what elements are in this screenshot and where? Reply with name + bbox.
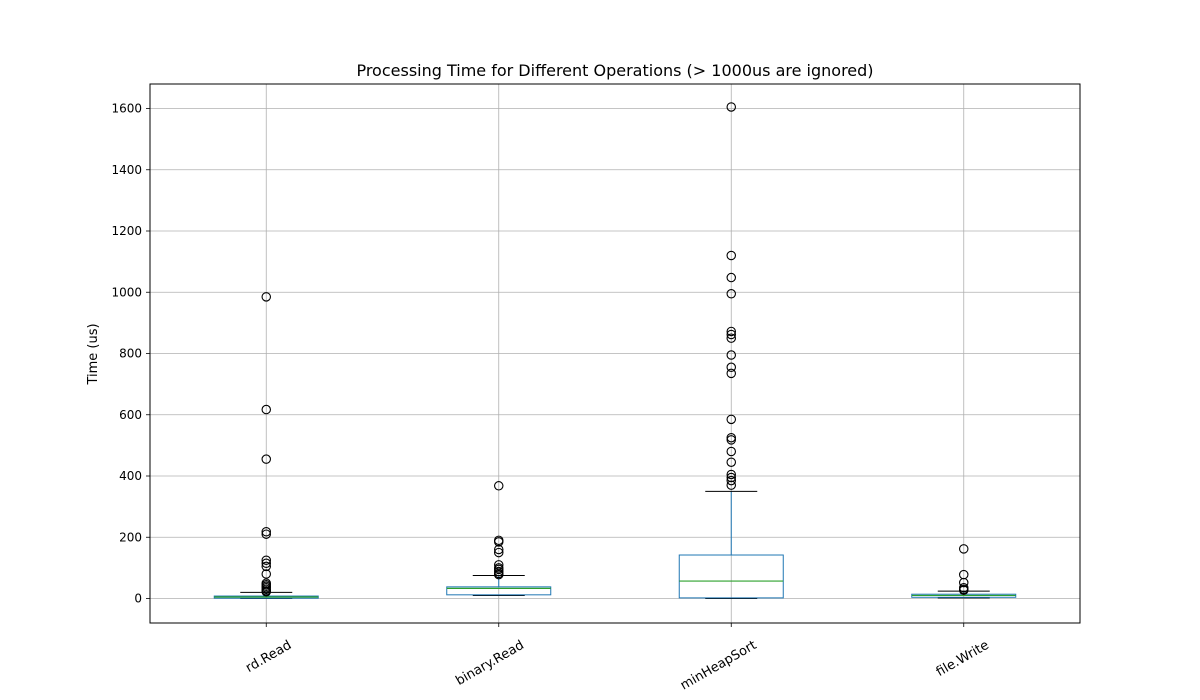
- outlier-point: [958, 544, 969, 554]
- outlier-point: [958, 569, 969, 580]
- y-tick-label: 600: [119, 408, 142, 422]
- outlier-point: [726, 289, 736, 299]
- y-tick-label: 200: [119, 530, 142, 544]
- y-tick-label: 1400: [111, 163, 142, 177]
- outlier-point: [493, 481, 504, 491]
- y-tick-label: 400: [119, 469, 142, 483]
- outlier-point: [261, 404, 271, 415]
- outlier-point: [726, 480, 736, 490]
- outlier-point: [726, 469, 736, 480]
- outlier-point: [726, 414, 736, 425]
- y-tick-label: 1200: [111, 224, 142, 238]
- y-tick-label: 1000: [111, 285, 142, 299]
- grid-lines: [150, 84, 1080, 623]
- box-group: [678, 102, 784, 599]
- outlier-point: [726, 272, 736, 283]
- box-group: [911, 544, 1017, 599]
- outlier-point: [261, 526, 271, 537]
- outlier-point: [261, 578, 271, 588]
- outlier-point: [726, 446, 736, 457]
- outlier-point: [726, 432, 736, 443]
- outlier-point: [261, 529, 271, 539]
- outlier-point: [261, 561, 271, 572]
- outlier-point: [493, 535, 504, 546]
- box-series: [213, 102, 1017, 599]
- outlier-point: [493, 547, 504, 558]
- y-axis-ticks: 0 200 400 600 800 1000 1200 1400 1600: [111, 102, 150, 606]
- iqr-box: [678, 554, 784, 599]
- y-tick-label: 0: [134, 592, 142, 606]
- outlier-point: [726, 475, 736, 486]
- outlier-point: [726, 329, 736, 340]
- outlier-point: [493, 560, 504, 570]
- chart-title: Processing Time for Different Operations…: [356, 61, 873, 80]
- outlier-point: [726, 250, 736, 261]
- outlier-point: [493, 544, 504, 555]
- outlier-point: [261, 454, 271, 464]
- outlier-point: [726, 368, 736, 379]
- outlier-point: [261, 558, 271, 569]
- outlier-point: [726, 362, 736, 373]
- plot-area-frame: [149, 83, 1081, 624]
- outlier-point: [261, 292, 271, 302]
- outlier-point: [958, 583, 969, 593]
- outlier-point: [726, 326, 736, 337]
- y-axis-label: Time (us): [86, 323, 101, 385]
- box-group: [446, 481, 552, 596]
- y-tick-label: 1600: [111, 102, 142, 116]
- box-group: [213, 292, 319, 599]
- y-tick-label: 800: [119, 347, 142, 361]
- outlier-point: [726, 333, 736, 343]
- outlier-point: [726, 457, 736, 467]
- iqr-box: [446, 586, 552, 596]
- outlier-point: [493, 563, 504, 573]
- outlier-point: [726, 350, 736, 360]
- outlier-point: [726, 472, 736, 483]
- outlier-point: [261, 555, 271, 565]
- outlier-point: [726, 102, 736, 112]
- outlier-point: [261, 569, 271, 579]
